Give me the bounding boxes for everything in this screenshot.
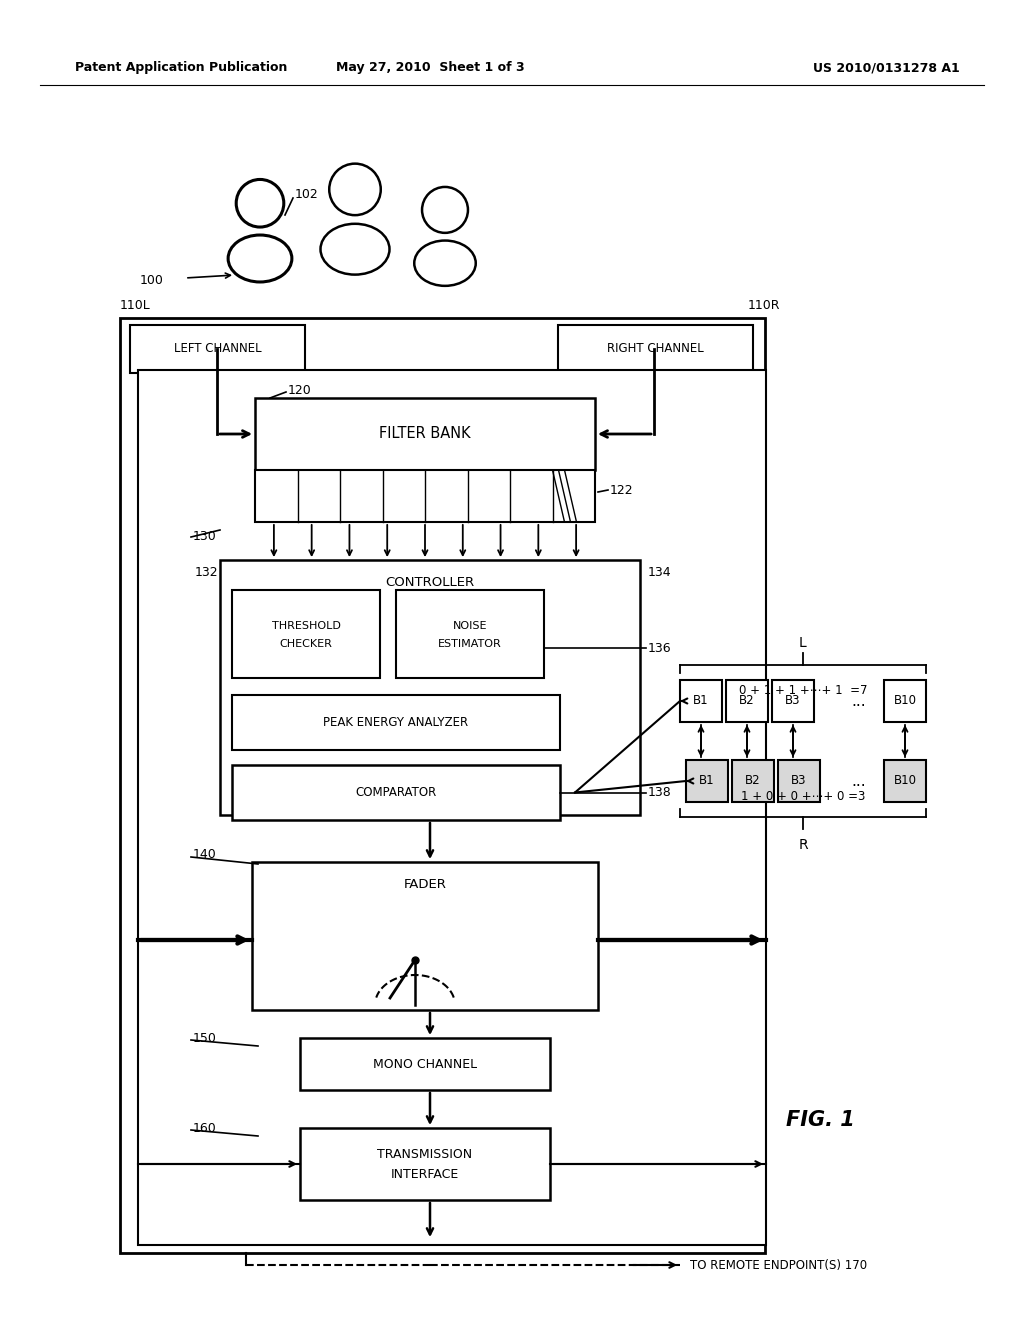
Text: May 27, 2010  Sheet 1 of 3: May 27, 2010 Sheet 1 of 3 [336, 62, 524, 74]
Bar [130, 325, 305, 374]
Text: B10: B10 [894, 694, 916, 708]
Text: 1 + 0 + 0 +⋯+ 0 =3: 1 + 0 + 0 +⋯+ 0 =3 [740, 791, 865, 804]
Bar [232, 696, 560, 750]
Bar [680, 680, 722, 722]
Bar [884, 680, 926, 722]
Text: 0 + 1 + 1 +⋯+ 1  =7: 0 + 1 + 1 +⋯+ 1 =7 [738, 684, 867, 697]
Bar [726, 680, 768, 722]
Text: 136: 136 [648, 642, 672, 655]
Text: TRANSMISSION: TRANSMISSION [378, 1147, 472, 1160]
Text: RIGHT CHANNEL: RIGHT CHANNEL [607, 342, 703, 355]
Text: US 2010/0131278 A1: US 2010/0131278 A1 [813, 62, 961, 74]
Text: B1: B1 [693, 694, 709, 708]
Text: B2: B2 [745, 775, 761, 788]
Text: 130: 130 [193, 529, 217, 543]
Text: B1: B1 [699, 775, 715, 788]
Text: 160: 160 [193, 1122, 217, 1134]
Text: 120: 120 [288, 384, 311, 396]
Bar [120, 318, 765, 1253]
Bar [884, 760, 926, 803]
Text: R: R [798, 838, 808, 851]
Text: B2: B2 [739, 694, 755, 708]
Text: FILTER BANK: FILTER BANK [379, 426, 471, 441]
Text: 100: 100 [140, 273, 164, 286]
Text: 110R: 110R [748, 300, 780, 312]
Text: PEAK ENERGY ANALYZER: PEAK ENERGY ANALYZER [324, 715, 469, 729]
Text: B3: B3 [785, 694, 801, 708]
Bar [255, 470, 595, 521]
Text: COMPARATOR: COMPARATOR [355, 785, 436, 799]
Bar [255, 399, 595, 470]
Text: CONTROLLER: CONTROLLER [385, 576, 474, 589]
Text: INTERFACE: INTERFACE [391, 1167, 459, 1180]
Bar [300, 1129, 550, 1200]
Bar [252, 862, 598, 1010]
Bar [396, 590, 544, 678]
Text: THRESHOLD: THRESHOLD [271, 620, 340, 631]
Text: L: L [799, 636, 807, 649]
Text: 132: 132 [195, 565, 219, 578]
Text: B3: B3 [792, 775, 807, 788]
Bar [686, 760, 728, 803]
Text: B10: B10 [894, 775, 916, 788]
Text: FIG. 1: FIG. 1 [785, 1110, 854, 1130]
Text: 110L: 110L [120, 300, 151, 312]
Bar [232, 766, 560, 820]
Bar [220, 560, 640, 814]
Text: 102: 102 [295, 189, 318, 202]
Text: NOISE: NOISE [453, 620, 487, 631]
Text: ESTIMATOR: ESTIMATOR [438, 639, 502, 649]
Text: 140: 140 [193, 849, 217, 862]
Bar [558, 325, 753, 374]
Text: 138: 138 [648, 787, 672, 800]
Text: TO REMOTE ENDPOINT(S) 170: TO REMOTE ENDPOINT(S) 170 [690, 1258, 867, 1271]
Text: LEFT CHANNEL: LEFT CHANNEL [174, 342, 261, 355]
Text: 150: 150 [193, 1031, 217, 1044]
Text: 122: 122 [610, 483, 634, 496]
Text: ...: ... [852, 774, 866, 788]
Bar [772, 680, 814, 722]
Bar [778, 760, 820, 803]
Text: FADER: FADER [403, 878, 446, 891]
Bar [232, 590, 380, 678]
Text: ...: ... [852, 693, 866, 709]
Bar [732, 760, 774, 803]
Text: CHECKER: CHECKER [280, 639, 333, 649]
Text: 134: 134 [648, 565, 672, 578]
Text: MONO CHANNEL: MONO CHANNEL [373, 1057, 477, 1071]
Bar [300, 1038, 550, 1090]
Bar [138, 370, 766, 1245]
Text: Patent Application Publication: Patent Application Publication [75, 62, 288, 74]
